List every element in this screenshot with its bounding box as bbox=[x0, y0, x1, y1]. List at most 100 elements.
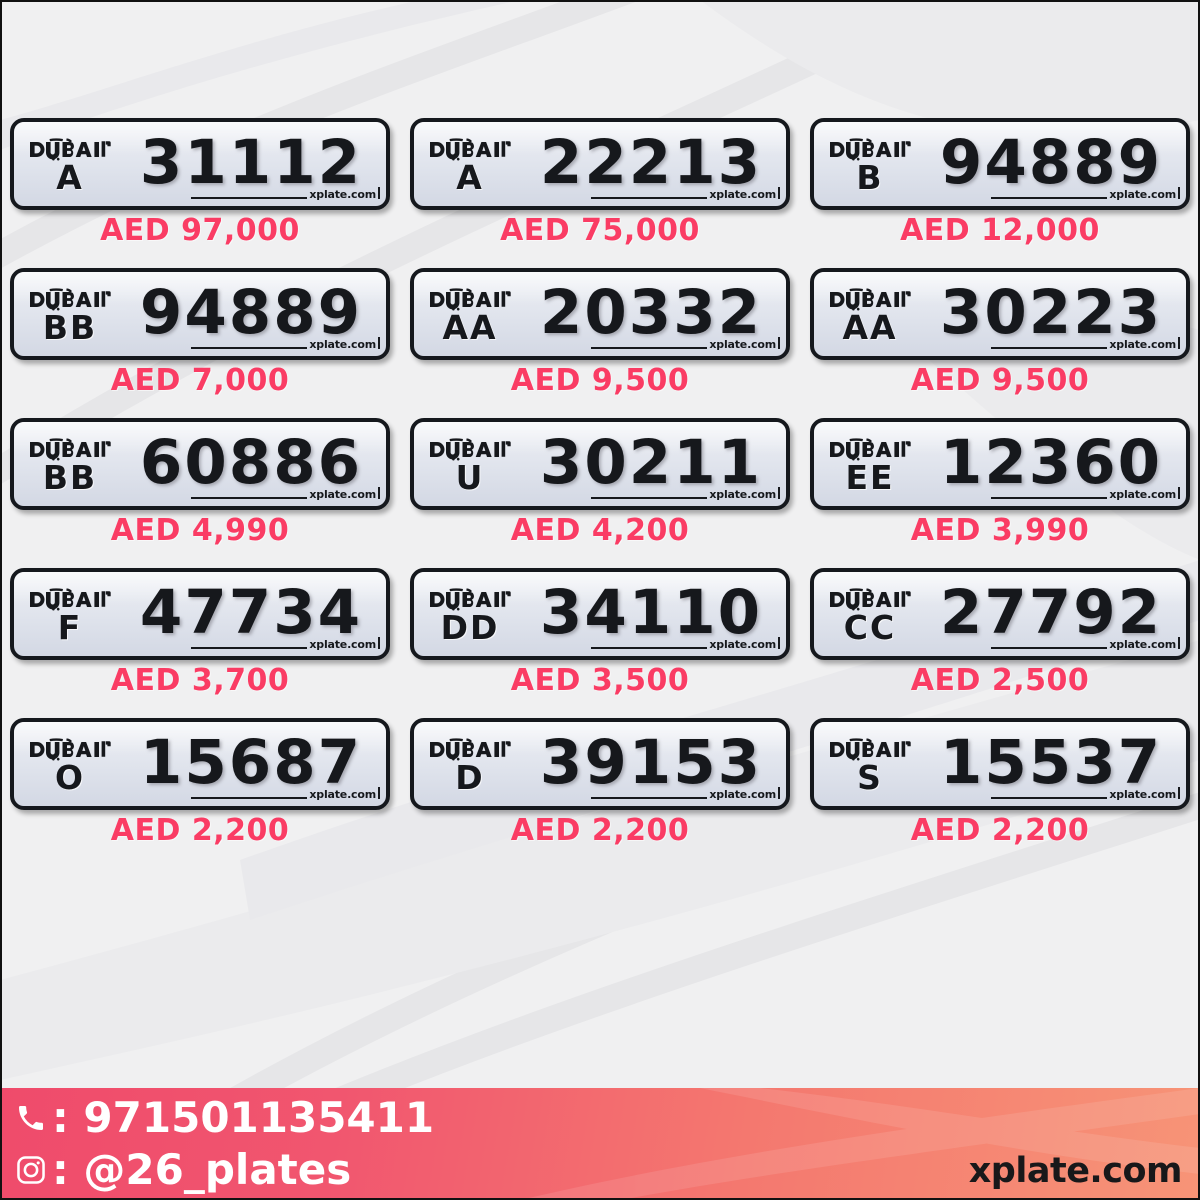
plate-emirate-block: A bbox=[414, 122, 526, 206]
license-plate[interactable]: BB 94889 xplate.com bbox=[10, 268, 390, 360]
plate-price: AED 4,990 bbox=[110, 513, 290, 548]
contact-row-instagram[interactable]: : @26_plates bbox=[14, 1144, 434, 1196]
footer-brand-label: xplate.com bbox=[968, 1151, 1183, 1191]
plate-price: AED 97,000 bbox=[100, 213, 300, 248]
license-plate[interactable]: F 47734 xplate.com bbox=[10, 568, 390, 660]
plate-code: S bbox=[857, 758, 883, 797]
instagram-handle: : @26_plates bbox=[52, 1145, 352, 1194]
plate-watermark: xplate.com bbox=[592, 787, 780, 801]
plate-price: AED 3,700 bbox=[110, 663, 290, 698]
plate-price: AED 3,500 bbox=[510, 663, 690, 698]
plate-watermark: xplate.com bbox=[992, 337, 1180, 351]
plate-card[interactable]: S 15537 xplate.com AED 2,200 bbox=[800, 718, 1200, 868]
plate-card[interactable]: BB 60886 xplate.com AED 4,990 bbox=[0, 418, 400, 568]
contact-row-phone[interactable]: : 971501135411 bbox=[14, 1092, 434, 1144]
plate-emirate-block: CC bbox=[814, 572, 926, 656]
plate-code: AA bbox=[442, 308, 498, 347]
plate-code: F bbox=[57, 608, 83, 647]
plate-watermark: xplate.com bbox=[592, 637, 780, 651]
plate-code: AA bbox=[842, 308, 898, 347]
contact-list: : 971501135411 : @26_plates bbox=[14, 1092, 434, 1196]
plate-card[interactable]: D 39153 xplate.com AED 2,200 bbox=[400, 718, 800, 868]
plate-price: AED 12,000 bbox=[900, 213, 1100, 248]
phone-number: : 971501135411 bbox=[52, 1093, 435, 1142]
license-plate[interactable]: O 15687 xplate.com bbox=[10, 718, 390, 810]
license-plate[interactable]: BB 60886 xplate.com bbox=[10, 418, 390, 510]
plate-card[interactable]: O 15687 xplate.com AED 2,200 bbox=[0, 718, 400, 868]
plate-watermark: xplate.com bbox=[592, 487, 780, 501]
plate-emirate-block: DD bbox=[414, 572, 526, 656]
plate-code: DD bbox=[440, 608, 500, 647]
plate-code: O bbox=[54, 758, 86, 797]
phone-icon bbox=[14, 1101, 48, 1135]
plate-card[interactable]: CC 27792 xplate.com AED 2,500 bbox=[800, 568, 1200, 718]
license-plate[interactable]: EE 12360 xplate.com bbox=[810, 418, 1190, 510]
plate-code: A bbox=[456, 158, 484, 197]
plate-emirate-block: A bbox=[14, 122, 126, 206]
license-plate[interactable]: B 94889 xplate.com bbox=[810, 118, 1190, 210]
plate-price: AED 3,990 bbox=[910, 513, 1090, 548]
plate-code: B bbox=[856, 158, 884, 197]
plate-price: AED 2,200 bbox=[910, 813, 1090, 848]
plate-card[interactable]: EE 12360 xplate.com AED 3,990 bbox=[800, 418, 1200, 568]
plate-price: AED 2,200 bbox=[110, 813, 290, 848]
plate-emirate-block: AA bbox=[814, 272, 926, 356]
plate-watermark: xplate.com bbox=[192, 487, 380, 501]
plate-emirate-block: B bbox=[814, 122, 926, 206]
plate-watermark: xplate.com bbox=[992, 487, 1180, 501]
plate-emirate-block: F bbox=[14, 572, 126, 656]
plate-card[interactable]: AA 20332 xplate.com AED 9,500 bbox=[400, 268, 800, 418]
license-plate[interactable]: AA 30223 xplate.com bbox=[810, 268, 1190, 360]
plate-price: AED 9,500 bbox=[910, 363, 1090, 398]
license-plate[interactable]: AA 20332 xplate.com bbox=[410, 268, 790, 360]
plate-code: CC bbox=[843, 608, 897, 647]
plate-emirate-block: S bbox=[814, 722, 926, 806]
license-plate[interactable]: U 30211 xplate.com bbox=[410, 418, 790, 510]
plate-price: AED 2,200 bbox=[510, 813, 690, 848]
plate-watermark: xplate.com bbox=[992, 787, 1180, 801]
plate-watermark: xplate.com bbox=[592, 187, 780, 201]
plate-card[interactable]: BB 94889 xplate.com AED 7,000 bbox=[0, 268, 400, 418]
plate-watermark: xplate.com bbox=[192, 637, 380, 651]
plate-card[interactable]: F 47734 xplate.com AED 3,700 bbox=[0, 568, 400, 718]
plate-price: AED 2,500 bbox=[910, 663, 1090, 698]
plate-code: BB bbox=[42, 308, 98, 347]
plate-code: A bbox=[56, 158, 84, 197]
license-plate[interactable]: CC 27792 xplate.com bbox=[810, 568, 1190, 660]
license-plate[interactable]: D 39153 xplate.com bbox=[410, 718, 790, 810]
plate-price: AED 4,200 bbox=[510, 513, 690, 548]
plate-card[interactable]: U 30211 xplate.com AED 4,200 bbox=[400, 418, 800, 568]
plate-watermark: xplate.com bbox=[992, 637, 1180, 651]
plate-code: D bbox=[455, 758, 485, 797]
plate-code: U bbox=[455, 458, 485, 497]
plate-card[interactable]: B 94889 xplate.com AED 12,000 bbox=[800, 118, 1200, 268]
plate-emirate-block: D bbox=[414, 722, 526, 806]
plate-emirate-block: EE bbox=[814, 422, 926, 506]
license-plate[interactable]: DD 34110 xplate.com bbox=[410, 568, 790, 660]
plate-emirate-block: BB bbox=[14, 422, 126, 506]
plate-card[interactable]: A 22213 xplate.com AED 75,000 bbox=[400, 118, 800, 268]
plate-card[interactable]: A 31112 xplate.com AED 97,000 bbox=[0, 118, 400, 268]
instagram-icon bbox=[14, 1153, 48, 1187]
plate-card[interactable]: AA 30223 xplate.com AED 9,500 bbox=[800, 268, 1200, 418]
plate-watermark: xplate.com bbox=[192, 187, 380, 201]
plate-card[interactable]: DD 34110 xplate.com AED 3,500 bbox=[400, 568, 800, 718]
plate-watermark: xplate.com bbox=[592, 337, 780, 351]
contact-footer: : 971501135411 : @26_plates xplate.com bbox=[0, 1088, 1200, 1200]
plate-watermark: xplate.com bbox=[992, 187, 1180, 201]
plate-code: BB bbox=[42, 458, 98, 497]
license-plate[interactable]: A 22213 xplate.com bbox=[410, 118, 790, 210]
plate-code: EE bbox=[845, 458, 895, 497]
plate-emirate-block: AA bbox=[414, 272, 526, 356]
plate-watermark: xplate.com bbox=[192, 337, 380, 351]
license-plate[interactable]: A 31112 xplate.com bbox=[10, 118, 390, 210]
plate-emirate-block: BB bbox=[14, 272, 126, 356]
plate-emirate-block: U bbox=[414, 422, 526, 506]
plate-emirate-block: O bbox=[14, 722, 126, 806]
license-plate[interactable]: S 15537 xplate.com bbox=[810, 718, 1190, 810]
plate-grid: A 31112 xplate.com AED 97,000 bbox=[0, 118, 1200, 868]
plate-price: AED 9,500 bbox=[510, 363, 690, 398]
plate-price: AED 75,000 bbox=[500, 213, 700, 248]
plate-watermark: xplate.com bbox=[192, 787, 380, 801]
plate-price: AED 7,000 bbox=[110, 363, 290, 398]
